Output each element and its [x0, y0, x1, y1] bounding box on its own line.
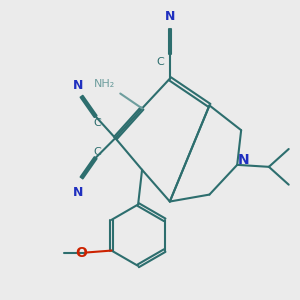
- Text: N: N: [73, 79, 83, 92]
- Text: C: C: [94, 118, 101, 128]
- Text: C: C: [156, 57, 164, 67]
- Text: O: O: [75, 245, 87, 260]
- Text: C: C: [94, 147, 101, 157]
- Text: N: N: [73, 186, 83, 199]
- Text: N: N: [237, 153, 249, 167]
- Text: N: N: [165, 10, 175, 23]
- Text: NH₂: NH₂: [94, 79, 115, 88]
